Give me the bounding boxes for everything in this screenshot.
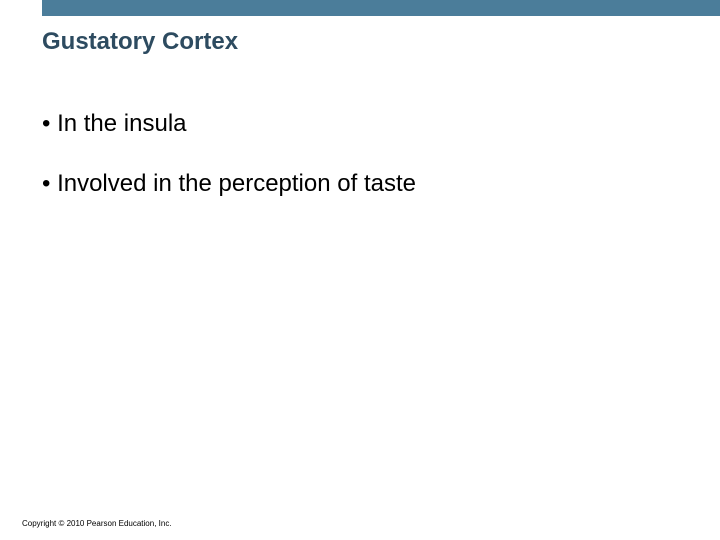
- slide: Gustatory Cortex • In the insula • Invol…: [0, 0, 720, 540]
- slide-title: Gustatory Cortex: [42, 28, 238, 56]
- title-accent-bar: [42, 0, 720, 16]
- bullet-list: • In the insula • Involved in the percep…: [42, 110, 680, 230]
- copyright-text: Copyright © 2010 Pearson Education, Inc.: [22, 519, 172, 528]
- bullet-item: • In the insula: [42, 110, 680, 138]
- bullet-item: • Involved in the perception of taste: [42, 170, 680, 198]
